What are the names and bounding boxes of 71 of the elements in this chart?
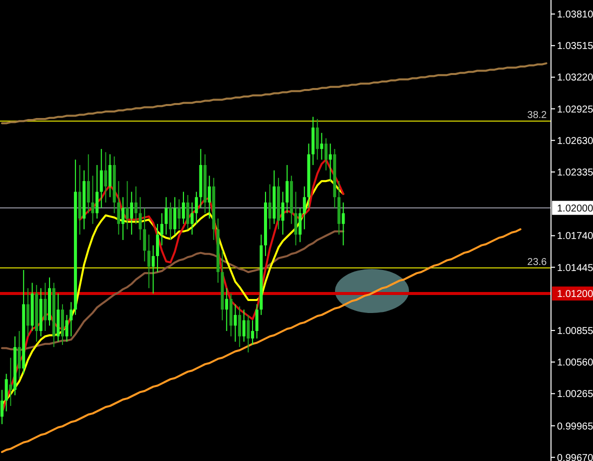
- candlestick: [294, 191, 298, 246]
- candlestick: [70, 302, 73, 337]
- candlestick: [143, 207, 146, 262]
- y-tick-label: 1.02335: [557, 167, 593, 178]
- candlestick: [281, 191, 284, 236]
- candlestick: [96, 164, 99, 220]
- candlestick: [194, 191, 198, 224]
- candlestick: [65, 314, 68, 342]
- candlestick: [44, 282, 47, 332]
- candlestick: [178, 198, 181, 230]
- line-series: [1, 62, 548, 124]
- candlestick: [238, 306, 242, 348]
- y-tick-label: 1.00265: [557, 389, 593, 400]
- candlestick: [160, 212, 164, 246]
- candlestick: [156, 223, 160, 273]
- candlestick: [302, 186, 306, 230]
- candlestick: [152, 244, 155, 294]
- candlestick: [328, 143, 332, 182]
- y-tick-label: 1.03515: [557, 41, 593, 52]
- candlestick: [164, 196, 168, 236]
- y-tick-label: 1.00855: [557, 326, 593, 337]
- candlestick: [130, 191, 134, 236]
- candlestick: [242, 309, 246, 342]
- y-tick-label: 0.99965: [557, 421, 593, 432]
- ref-line-label: 1.01200: [557, 289, 593, 300]
- candlestick: [342, 202, 345, 246]
- candlestick: [286, 164, 289, 214]
- candlestick: [147, 234, 150, 289]
- candlestick: [320, 132, 324, 160]
- candlestick: [173, 196, 176, 236]
- line-series: [1, 228, 522, 454]
- y-tick-label: 0.99670: [557, 452, 593, 461]
- candlestick: [18, 330, 21, 380]
- candlestick: [0, 389, 4, 425]
- y-tick-label: 1.02630: [557, 136, 593, 147]
- candlestick: [100, 148, 103, 208]
- candlestick: [26, 288, 30, 337]
- annotation: 38.2: [527, 110, 548, 122]
- candlestick: [104, 152, 108, 203]
- y-tick-label: 1.01445: [557, 262, 593, 274]
- candlestick: [91, 175, 94, 224]
- candlestick: [108, 154, 112, 198]
- ref-line-label: 1.02000: [557, 203, 593, 214]
- candlestick: [4, 373, 8, 412]
- y-tick-label: 1.00560: [557, 358, 593, 369]
- candlestick: [182, 191, 185, 224]
- candlestick: [168, 202, 172, 240]
- candlestick: [190, 202, 194, 236]
- y-tick-label: 1.01740: [557, 231, 593, 242]
- candlestick: [268, 184, 272, 230]
- candlestick: [121, 196, 124, 240]
- y-tick-label: 1.03220: [557, 72, 593, 84]
- y-tick-label: 1.02925: [557, 104, 593, 116]
- candlestick: [86, 154, 90, 214]
- annotation: 23.6: [527, 256, 548, 268]
- y-tick-label: 1.03810: [557, 10, 593, 21]
- candlestick: [126, 180, 129, 230]
- candlestick: [134, 186, 138, 224]
- candlestick: [208, 175, 211, 220]
- candlestick: [255, 304, 258, 339]
- candlestick: [324, 138, 328, 171]
- candlestick: [251, 320, 254, 346]
- candlestick: [225, 288, 228, 332]
- candlestick: [9, 357, 12, 406]
- candlestick: [186, 194, 190, 230]
- candlestick: [234, 304, 237, 342]
- candlestick: [117, 180, 120, 236]
- candlestick: [246, 314, 250, 353]
- candlestick: [138, 196, 142, 240]
- candlestick: [298, 207, 302, 243]
- candlestick: [316, 118, 319, 160]
